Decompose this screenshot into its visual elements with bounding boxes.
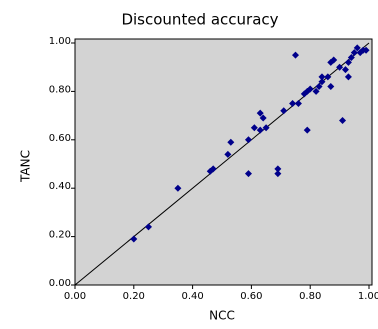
point: [274, 170, 282, 178]
x-axis-label: NCC: [209, 309, 235, 323]
y-tick-label: 0.40: [49, 181, 71, 192]
x-tick-label: 0.00: [64, 291, 86, 302]
point: [347, 54, 355, 62]
point: [280, 107, 288, 115]
point: [289, 100, 297, 107]
point: [362, 46, 370, 54]
y-tick-label: 0.20: [49, 230, 71, 241]
point: [318, 78, 326, 86]
point: [324, 73, 332, 81]
point: [336, 63, 344, 71]
x-tick-label: 0.60: [240, 291, 262, 302]
point: [318, 73, 326, 81]
point: [256, 126, 264, 134]
chart-title: Discounted accuracy: [121, 11, 278, 29]
x-tick-label: 0.20: [123, 291, 145, 302]
point: [274, 165, 282, 173]
y-tick-label: 0.60: [49, 133, 71, 144]
point: [312, 87, 320, 95]
y-tick-label: 0.00: [49, 278, 71, 289]
point: [294, 100, 302, 107]
point: [256, 109, 264, 117]
point: [327, 83, 335, 91]
point: [259, 114, 267, 122]
point: [344, 73, 352, 81]
point: [350, 49, 358, 57]
point: [292, 51, 299, 59]
y-tick-label: 0.80: [49, 84, 71, 95]
point: [227, 138, 235, 146]
y-tick-label: 1.00: [49, 36, 71, 47]
point: [341, 66, 349, 74]
point: [353, 44, 361, 52]
point: [130, 235, 138, 243]
point: [344, 58, 352, 66]
diagonal-line: [74, 42, 370, 286]
point: [306, 85, 314, 93]
point: [145, 223, 152, 231]
point: [315, 83, 323, 91]
x-tick-label: 1.00: [358, 291, 378, 302]
point: [224, 150, 232, 158]
point: [330, 56, 338, 64]
point: [174, 184, 182, 192]
point: [244, 136, 252, 144]
point: [262, 124, 270, 132]
x-tick-label: 0.40: [181, 291, 203, 302]
point: [250, 124, 258, 132]
point: [244, 170, 252, 178]
point: [209, 165, 217, 173]
x-tick-label: 0.80: [299, 291, 321, 302]
y-axis-label: TANC: [19, 150, 33, 183]
point: [303, 126, 311, 134]
point: [339, 116, 347, 124]
